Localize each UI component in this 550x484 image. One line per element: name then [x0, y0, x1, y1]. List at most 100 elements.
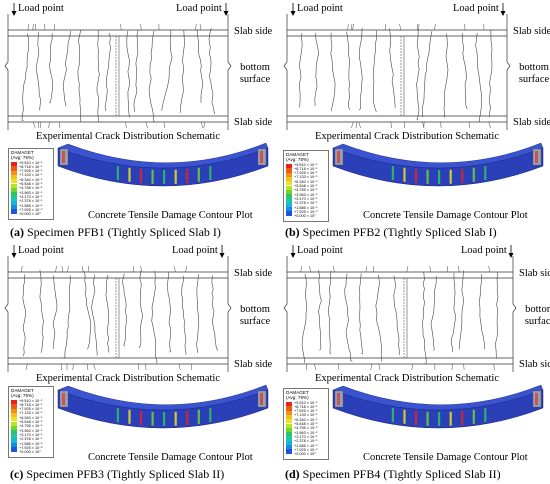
legend-color-swatch — [286, 445, 292, 450]
crack-line — [443, 33, 449, 118]
crack-line — [309, 265, 312, 273]
crack-line — [390, 121, 392, 129]
slab-side-label-top: Slab side — [234, 26, 273, 37]
crack-line — [479, 274, 485, 350]
crack-line — [185, 265, 188, 273]
legend-color-swatch — [286, 440, 292, 445]
slab-side-label-top: Slab side — [513, 26, 550, 37]
legend-value: +0.000 × 10⁰ — [19, 212, 41, 217]
crack-line — [346, 31, 351, 110]
crack-line — [372, 30, 378, 113]
crack-line — [34, 23, 36, 31]
crack-line — [22, 274, 26, 357]
crack-line — [77, 29, 82, 122]
legend-value: +3.963 × 10⁻¹ — [294, 192, 318, 197]
crack-line — [93, 363, 96, 371]
crack-line — [35, 31, 42, 111]
legend-color-swatch — [286, 410, 292, 415]
legend-title: DAMAGET — [11, 150, 34, 155]
legend-value: +1.585 × 10⁻¹ — [294, 443, 318, 448]
legend-value: +3.170 × 10⁻¹ — [294, 196, 318, 201]
crack-line — [352, 23, 355, 31]
crack-line — [330, 32, 336, 112]
crack-line — [32, 23, 34, 31]
slab-side-label-bottom: Slab side — [513, 117, 550, 128]
legend-value: +7.133 × 10⁻¹ — [19, 173, 43, 178]
legend-color-swatch — [11, 421, 17, 426]
legend-color-swatch — [286, 164, 292, 169]
crack-line — [389, 28, 396, 108]
slab-side-label-bottom: Slab side — [234, 117, 273, 128]
panel-label: (a) — [10, 225, 24, 239]
legend-value: +5.548 × 10⁻¹ — [19, 182, 43, 186]
legend-value: +7.133 × 10⁻¹ — [19, 411, 43, 416]
legend-title: DAMAGET — [286, 390, 309, 395]
legend-value: +7.133 × 10⁻¹ — [294, 175, 318, 180]
crack-line — [358, 27, 363, 111]
slab-right-edge — [512, 256, 517, 372]
legend-value: +6.340 × 10⁻¹ — [19, 415, 43, 420]
crack-line — [416, 28, 420, 121]
legend-color-swatch — [286, 211, 292, 216]
crack-line — [375, 274, 383, 362]
bottom-surface-label-line2: surface — [518, 74, 550, 86]
legend-value: +7.925 × 10⁻¹ — [294, 171, 318, 176]
load-arrow-icon — [219, 245, 225, 258]
slab-left-edge — [4, 256, 9, 372]
crack-line — [196, 273, 199, 353]
legend-color-swatch — [286, 198, 292, 203]
crack-line — [148, 30, 156, 123]
slab-right-edge — [227, 14, 232, 130]
specimen-name: Specimen PFB2 (Tightly Spliced Slab I) — [302, 225, 497, 239]
crack-line — [33, 121, 36, 129]
crack-line — [178, 363, 181, 371]
crack-line — [317, 270, 322, 351]
legend-value: +7.133 × 10⁻¹ — [294, 413, 318, 418]
crack-line — [86, 363, 89, 371]
legend-color-swatch — [286, 449, 292, 454]
crack-line — [87, 265, 89, 273]
legend-value: +7.925 × 10⁻² — [19, 207, 43, 212]
legend-value: +3.170 × 10⁻¹ — [19, 194, 43, 199]
crack-line — [344, 273, 353, 362]
crack-line — [138, 363, 140, 371]
crack-line — [337, 363, 340, 371]
legend-value: +3.170 × 10⁻¹ — [294, 434, 318, 439]
legend-averaging: (Avg: 75%) — [286, 157, 309, 162]
legend-value: +8.718 × 10⁻¹ — [294, 404, 318, 409]
crack-line — [55, 265, 57, 273]
crack-line — [104, 33, 112, 112]
legend-color-swatch — [11, 192, 17, 197]
crack-line — [475, 32, 483, 123]
legend-value: +5.548 × 10⁻¹ — [294, 184, 318, 188]
legend-color-swatch — [11, 404, 17, 409]
load-point-label-left: Load point — [18, 3, 64, 14]
slab-right-edge — [227, 256, 232, 372]
load-arrow-icon — [290, 3, 296, 16]
legend-color-swatch — [286, 436, 292, 441]
crack-line — [359, 273, 363, 355]
crack-line — [370, 363, 373, 371]
schematic-title: Experimental Crack Distribution Schemati… — [315, 131, 499, 142]
crack-line — [208, 28, 215, 115]
load-arrow-icon — [500, 3, 506, 16]
legend-value: +9.510 × 10⁻¹ — [19, 398, 43, 403]
legend-value: +6.340 × 10⁻¹ — [294, 179, 318, 184]
panel-b: Load point Load point Slab side bottom surfa… — [275, 0, 550, 242]
legend-value: +3.170 × 10⁻¹ — [19, 432, 43, 437]
legend-value: +3.963 × 10⁻¹ — [19, 428, 43, 433]
legend-color-swatch — [11, 209, 17, 214]
legend-value: +4.755 × 10⁻¹ — [294, 426, 318, 431]
crack-line — [393, 275, 400, 356]
legend-color-swatch — [11, 200, 17, 205]
crack-line — [378, 363, 381, 371]
crack-line — [196, 29, 203, 103]
crack-line — [133, 29, 139, 112]
legend-averaging: (Avg: 79%) — [286, 395, 309, 400]
slab-side-label-bottom: Slab side — [234, 359, 273, 370]
crack-line — [450, 272, 456, 353]
crack-line — [328, 270, 332, 355]
legend-value: +7.925 × 10⁻² — [294, 447, 318, 452]
crack-line — [351, 121, 354, 129]
